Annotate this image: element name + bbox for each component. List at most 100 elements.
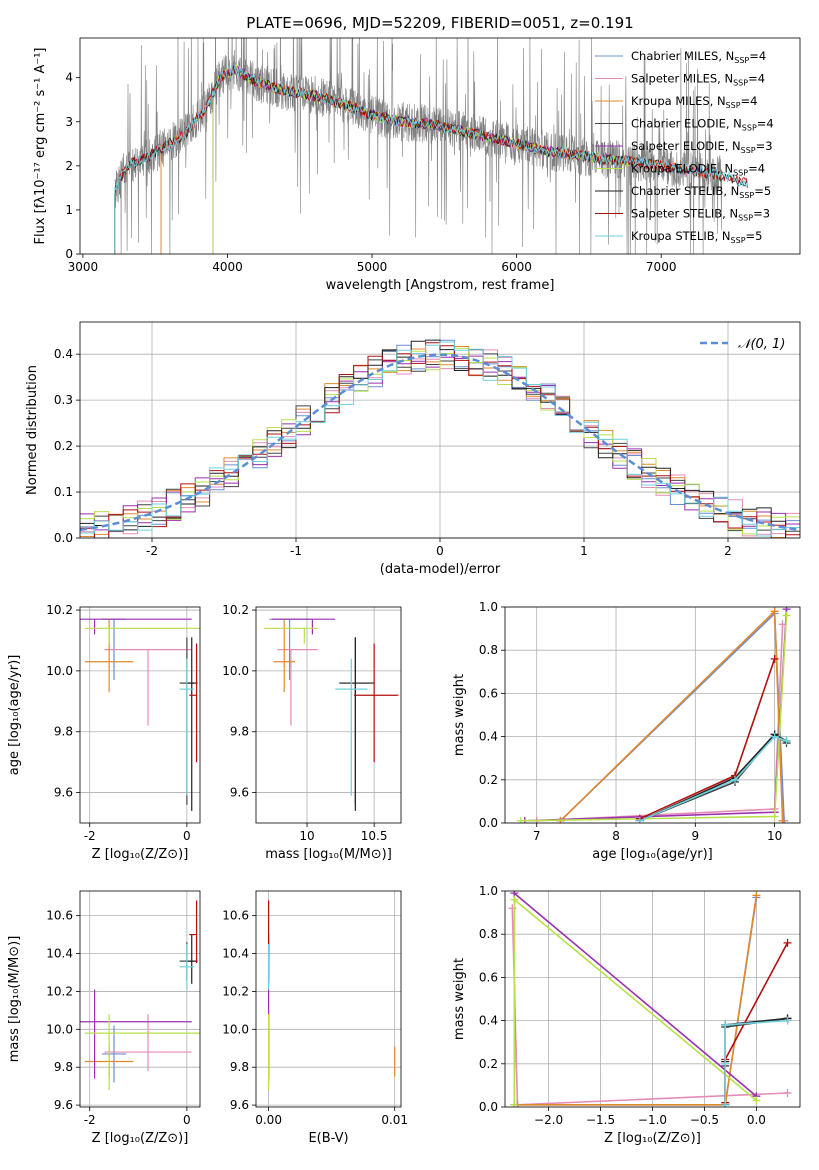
plot-area <box>508 891 792 1107</box>
x-axis-label: age [log₁₀(age/yr)] <box>592 847 713 862</box>
sfh-point-marker <box>730 775 739 784</box>
sfh-point-marker <box>721 1059 730 1068</box>
y-tick-label: 10.0 <box>46 664 73 678</box>
y-tick-label: 0.8 <box>479 927 498 941</box>
x-tick-label: −0.5 <box>690 1113 719 1127</box>
y-tick-label: 9.6 <box>54 786 73 800</box>
x-tick-label: -2 <box>84 829 96 843</box>
sfh-line <box>639 658 776 820</box>
plot-area <box>80 339 800 538</box>
x-axis-label: Z [log₁₀(Z/Z⊙)] <box>92 1131 189 1146</box>
x-tick-label: 5000 <box>357 260 388 274</box>
x-tick-label: -2 <box>84 1113 96 1127</box>
y-tick-label: 9.8 <box>230 725 249 739</box>
x-tick-label: 0.0 <box>747 1113 766 1127</box>
y-tick-label: 0.2 <box>479 1057 498 1071</box>
sfh-point-marker <box>782 611 791 620</box>
x-tick-label: 8 <box>612 829 620 843</box>
mass-vs-metallicity-panel: -2 0 9.6 9.8 10.0 10.2 10.4 10.6 Z [log₁₀(Z/Z⊙)]… <box>7 890 201 1146</box>
y-tick-label: 0.4 <box>479 1014 498 1028</box>
y-tick-label: 9.6 <box>230 786 249 800</box>
y-tick-label: 10.2 <box>222 984 249 998</box>
massweight-vs-age-panel: 7 8 9 10 0.0 0.2 0.4 0.6 0.8 1.0 age [log₁₀(age/yr… <box>452 600 801 862</box>
x-tick-label: 10 <box>767 829 782 843</box>
sfh-point-marker <box>783 938 792 947</box>
y-tick-label: 1 <box>65 203 73 217</box>
x-axis-label: (data-model)/error <box>380 562 501 577</box>
sfh-line <box>559 611 785 822</box>
y-tick-label: 9.8 <box>230 1060 249 1074</box>
observed-spectrum <box>114 38 723 254</box>
figure-title: PLATE=0696, MJD=52209, FIBERID=0051, z=0… <box>246 14 633 32</box>
legend-label: Kroupa STELIB, NSSP=5 <box>631 229 762 245</box>
sfh-point-marker <box>510 1100 519 1107</box>
mass-vs-ebv-panel: 0.00 0.01 9.6 9.8 10.0 10.2 10.4 10.6 E(B-V) <box>222 890 408 1146</box>
y-tick-label: 10.0 <box>222 1022 249 1036</box>
normal-reference-curve <box>80 353 800 532</box>
model-spectrum-line <box>114 64 748 254</box>
y-axis-label: mass [log₁₀(M/M⊙)] <box>7 936 22 1063</box>
y-tick-label: 2 <box>65 159 73 173</box>
sfh-line <box>520 615 788 822</box>
legend-label: Salpeter ELODIE, NSSP=3 <box>631 139 773 155</box>
histogram-steps <box>80 341 800 537</box>
histogram-steps <box>80 347 800 535</box>
y-axis-label: Normed distribution <box>25 365 40 495</box>
sfh-point-marker <box>635 816 644 823</box>
x-tick-label: -1 <box>290 544 302 558</box>
y-tick-label: 4 <box>65 71 73 85</box>
legend-label: Chabrier ELODIE, NSSP=4 <box>631 117 774 133</box>
x-tick-label: 4000 <box>212 260 243 274</box>
y-tick-label: 3 <box>65 115 73 129</box>
y-tick-label: 9.6 <box>230 1098 249 1112</box>
y-tick-label: 0.4 <box>479 730 498 744</box>
plot-area <box>80 618 200 811</box>
x-tick-label: 2 <box>724 544 732 558</box>
y-tick-label: 0.6 <box>479 686 498 700</box>
sfh-point-marker <box>778 816 787 823</box>
y-tick-label: 10.6 <box>46 909 73 923</box>
x-axis-label: mass [log₁₀(M/M⊙)] <box>265 847 392 862</box>
sfh-point-marker <box>510 895 519 904</box>
plot-area <box>268 900 396 1090</box>
axes-frame <box>79 606 201 824</box>
y-axis-label: mass weight <box>452 674 467 756</box>
sfh-line <box>513 897 757 1105</box>
sfh-line <box>536 624 784 822</box>
sfh-point-marker <box>721 1100 730 1107</box>
axes-frame <box>255 890 402 1108</box>
sfh-line <box>724 1019 788 1105</box>
x-axis-label: E(B-V) <box>308 1131 348 1146</box>
axes-frame <box>255 606 402 824</box>
sfh-point-marker <box>770 607 779 616</box>
y-tick-label: 10.4 <box>222 947 249 961</box>
spectrum-panel: 3000 4000 5000 6000 7000 0 1 2 3 4 wavelength [Ang… <box>33 37 801 293</box>
legend-label: Kroupa ELODIE, NSSP=4 <box>631 162 765 178</box>
y-tick-label: 10.2 <box>46 603 73 617</box>
y-tick-label: 10.4 <box>46 947 73 961</box>
sfh-point-marker <box>770 654 779 663</box>
axes-frame <box>504 606 801 824</box>
x-tick-label: 9 <box>692 829 700 843</box>
sfh-point-marker <box>782 736 791 745</box>
y-tick-label: 10.0 <box>222 664 249 678</box>
x-tick-label: 7000 <box>646 260 677 274</box>
y-tick-label: 0.6 <box>479 970 498 984</box>
x-tick-label: −1.0 <box>638 1113 667 1127</box>
legend-label: Chabrier MILES, NSSP=4 <box>631 49 766 65</box>
legend-label: Kroupa MILES, NSSP=4 <box>631 94 757 110</box>
y-tick-label: 0.1 <box>54 485 73 499</box>
sfh-point-marker <box>770 732 779 741</box>
sfh-point-marker <box>516 816 525 823</box>
plot-area <box>264 618 399 811</box>
y-tick-label: 0.0 <box>54 531 73 545</box>
axes-frame <box>79 890 201 1108</box>
y-tick-label: 10.6 <box>222 909 249 923</box>
sfh-point-marker <box>752 891 761 900</box>
sfh-line <box>639 733 787 822</box>
sfh-point-marker <box>783 1088 792 1097</box>
age-vs-metallicity-panel: -2 0 9.6 9.8 10.0 10.2 Z [log₁₀(Z/Z⊙)] age [log… <box>7 603 201 862</box>
plot-area <box>516 607 791 823</box>
x-tick-label: 10 <box>299 829 314 843</box>
